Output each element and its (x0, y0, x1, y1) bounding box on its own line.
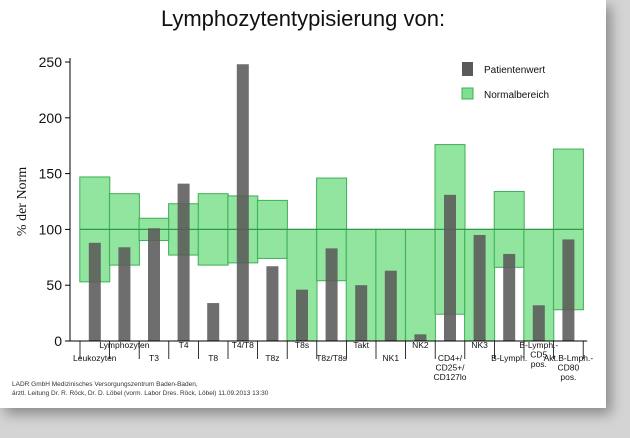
patient-bar-8 (325, 248, 338, 341)
patient-bar-14 (503, 253, 516, 341)
patient-bar-12 (444, 194, 456, 341)
y-tick-label: 50 (46, 277, 62, 293)
x-tick-label-4: T8 (208, 353, 218, 363)
patient-bar-11 (414, 334, 427, 341)
x-tick-label-15: B-Lymph.-CD5 pos. (519, 340, 558, 369)
x-tick-label-9: Takt (353, 340, 369, 350)
patient-bar-6 (266, 266, 279, 341)
footer-line-1: LADR GmbH Medizinisches Versorgungszentr… (12, 381, 198, 388)
patient-bar-16 (562, 239, 575, 341)
legend-label-patient: Patientenwert (484, 65, 545, 76)
patient-bar-7 (296, 289, 308, 341)
y-axis-label: % der Norm (15, 167, 30, 236)
patient-bar-9 (355, 285, 368, 341)
x-tick-label-12: CD4+/CD25+/CD127lo (433, 353, 466, 382)
x-tick-label-10: NK1 (383, 353, 400, 363)
y-tick-label: 150 (39, 166, 63, 182)
patient-bar-4 (207, 303, 220, 341)
y-tick-label: 100 (39, 221, 63, 237)
patient-bar-2 (148, 228, 160, 341)
y-tick-label: 0 (54, 333, 62, 349)
footer: LADR GmbH Medizinisches Versorgungszentr… (12, 380, 268, 398)
x-tick-label-8: T8z/T8s (316, 353, 347, 363)
legend-swatch-patient (462, 62, 473, 76)
patient-bar-5 (236, 64, 249, 342)
patient-bar-3 (177, 183, 190, 341)
x-tick-label-1: Lymphozyten (99, 340, 150, 350)
chart-card: Lymphozytentypisierung von: 0 50 100 150 200… (0, 0, 606, 408)
y-tick-label: 200 (39, 110, 63, 126)
patient-bar-10 (384, 270, 397, 341)
legend-label-norm: Normalbereich (484, 90, 549, 101)
x-tick-label-0: Leukozyten (73, 353, 117, 363)
x-tick-label-5: T4/T8 (232, 340, 254, 350)
x-tick-label-2: T3 (149, 353, 159, 363)
x-tick-label-13: NK3 (471, 340, 488, 350)
patient-bar-13 (473, 234, 486, 341)
patient-bar-0 (88, 242, 101, 341)
legend-swatch-norm (461, 87, 474, 100)
patient-bar-1 (118, 247, 131, 341)
norm-range-11 (404, 228, 436, 342)
chart-svg: 0 50 100 150 200 250 % der Norm Leukozyten Lymph… (15, 54, 594, 382)
y-tick-label: 250 (39, 54, 63, 70)
x-tick-label-11: NK2 (412, 340, 429, 350)
x-tick-label-14: B-Lymph. (491, 353, 527, 363)
x-tick-label-7: T8s (295, 340, 309, 350)
x-tick-label-3: T4 (179, 340, 189, 350)
x-tick-label-6: T8z (265, 353, 279, 363)
patient-bar-15 (532, 305, 545, 341)
x-tick-label-16: Akt.B-Lmph.-CD80 pos. (544, 353, 594, 382)
footer-line-2: ärztl. Leitung Dr. R. Röck, Dr. D. Löbel… (12, 390, 269, 397)
chart-title: Lymphozytentypisierung von: (160, 6, 446, 31)
